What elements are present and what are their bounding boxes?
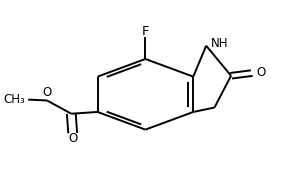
Text: NH: NH <box>211 37 229 50</box>
Text: O: O <box>257 66 266 79</box>
Text: F: F <box>142 25 149 38</box>
Text: CH₃: CH₃ <box>4 93 26 106</box>
Text: O: O <box>68 132 77 145</box>
Text: O: O <box>42 86 52 99</box>
